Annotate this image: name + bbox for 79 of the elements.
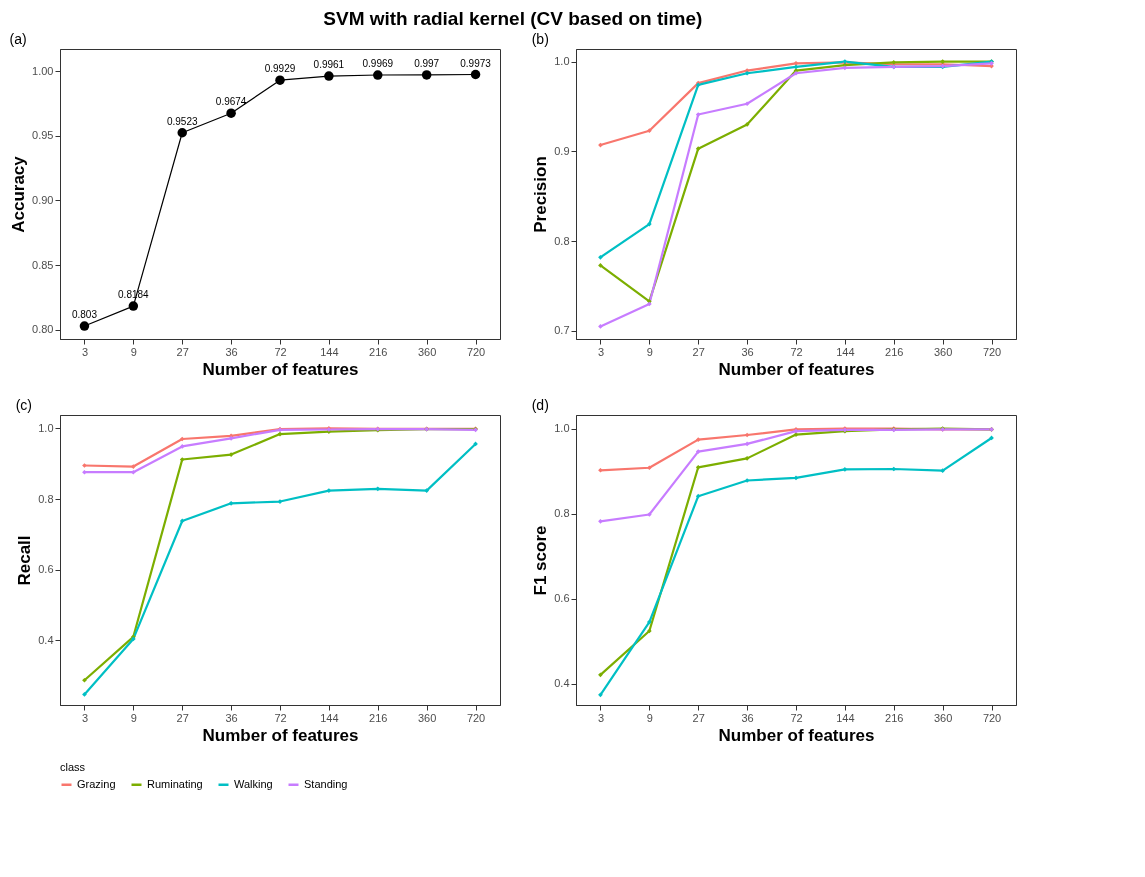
y-tick-label: 0.90 bbox=[32, 193, 54, 206]
legend-label: Standing bbox=[304, 777, 348, 790]
x-tick-label: 9 bbox=[646, 711, 653, 724]
y-axis-title: Precision bbox=[531, 156, 551, 233]
data-label: 0.803 bbox=[71, 309, 98, 321]
x-tick-label: 216 bbox=[885, 345, 904, 358]
x-tick-label: 72 bbox=[790, 345, 803, 358]
legend-label: Grazing bbox=[77, 777, 116, 790]
chart-title: (a) bbox=[9, 31, 27, 47]
x-tick-label: 144 bbox=[320, 345, 339, 358]
data-label: 0.997 bbox=[414, 57, 440, 69]
x-tick-label: 72 bbox=[790, 711, 803, 724]
x-tick-label: 72 bbox=[274, 711, 287, 724]
data-label: 0.9523 bbox=[166, 115, 198, 127]
x-tick-label: 72 bbox=[274, 345, 287, 358]
x-tick-label: 27 bbox=[692, 711, 705, 724]
x-tick-label: 9 bbox=[646, 345, 653, 358]
y-axis-title: Recall bbox=[15, 535, 35, 586]
x-tick-label: 27 bbox=[176, 711, 189, 724]
x-tick-label: 36 bbox=[741, 345, 754, 358]
x-tick-label: 27 bbox=[176, 345, 189, 358]
x-tick-label: 36 bbox=[225, 711, 238, 724]
legend-title: class bbox=[60, 761, 86, 773]
x-tick-label: 720 bbox=[982, 345, 1002, 358]
y-tick-label: 0.8 bbox=[554, 507, 570, 520]
x-tick-label: 144 bbox=[836, 711, 855, 724]
legend-label: Walking bbox=[234, 777, 273, 790]
y-tick-label: 0.8 bbox=[554, 234, 570, 247]
y-axis-title: Accuracy bbox=[9, 155, 29, 233]
x-axis-title: Number of features bbox=[202, 359, 359, 379]
x-axis-title: Number of features bbox=[718, 725, 875, 745]
chart-title: (d) bbox=[531, 397, 549, 413]
data-label: 0.9961 bbox=[313, 59, 345, 71]
chart-title: (c) bbox=[15, 397, 33, 413]
x-axis-title: Number of features bbox=[202, 725, 359, 745]
x-tick-label: 360 bbox=[933, 345, 953, 358]
y-tick-label: 1.0 bbox=[554, 55, 570, 68]
data-label: 0.9674 bbox=[215, 96, 247, 108]
x-tick-label: 360 bbox=[417, 711, 437, 724]
y-tick-label: 0.95 bbox=[32, 129, 54, 142]
y-tick-label: 0.7 bbox=[554, 324, 570, 337]
x-tick-label: 3 bbox=[81, 711, 89, 724]
data-label: 0.9969 bbox=[362, 58, 394, 70]
x-tick-label: 720 bbox=[982, 711, 1002, 724]
x-tick-label: 144 bbox=[836, 345, 855, 358]
x-tick-label: 216 bbox=[885, 711, 904, 724]
y-tick-label: 0.6 bbox=[554, 592, 570, 605]
y-tick-label: 0.9 bbox=[554, 144, 570, 157]
y-tick-label: 0.6 bbox=[38, 563, 54, 576]
x-tick-label: 3 bbox=[81, 345, 89, 358]
legend-label: Ruminating bbox=[147, 777, 203, 790]
y-tick-label: 0.80 bbox=[32, 323, 54, 336]
x-tick-label: 360 bbox=[933, 711, 953, 724]
x-tick-label: 9 bbox=[130, 711, 137, 724]
y-axis-title: F1 score bbox=[531, 525, 551, 596]
x-tick-label: 36 bbox=[741, 711, 754, 724]
data-label: 0.9973 bbox=[460, 57, 492, 69]
x-tick-label: 27 bbox=[692, 345, 705, 358]
x-axis-title: Number of features bbox=[718, 359, 875, 379]
x-tick-label: 36 bbox=[225, 345, 238, 358]
x-tick-label: 3 bbox=[597, 345, 605, 358]
y-tick-label: 1.0 bbox=[38, 421, 54, 434]
x-tick-label: 216 bbox=[369, 711, 388, 724]
x-tick-label: 720 bbox=[466, 345, 486, 358]
y-tick-label: 1.0 bbox=[554, 422, 570, 435]
data-label: 0.9929 bbox=[264, 63, 296, 75]
chart-title: (b) bbox=[531, 31, 549, 47]
y-tick-label: 0.4 bbox=[38, 633, 54, 646]
y-tick-label: 0.85 bbox=[32, 258, 54, 271]
x-tick-label: 144 bbox=[320, 711, 339, 724]
y-tick-label: 1.00 bbox=[32, 64, 54, 77]
y-tick-label: 0.4 bbox=[554, 677, 570, 690]
text: SVM with radial kernel (CV based on time) bbox=[323, 7, 703, 29]
x-tick-label: 216 bbox=[369, 345, 388, 358]
x-tick-label: 9 bbox=[130, 345, 137, 358]
x-tick-label: 720 bbox=[466, 711, 486, 724]
x-tick-label: 360 bbox=[417, 345, 437, 358]
x-tick-label: 3 bbox=[597, 711, 605, 724]
y-tick-label: 0.8 bbox=[38, 492, 54, 505]
